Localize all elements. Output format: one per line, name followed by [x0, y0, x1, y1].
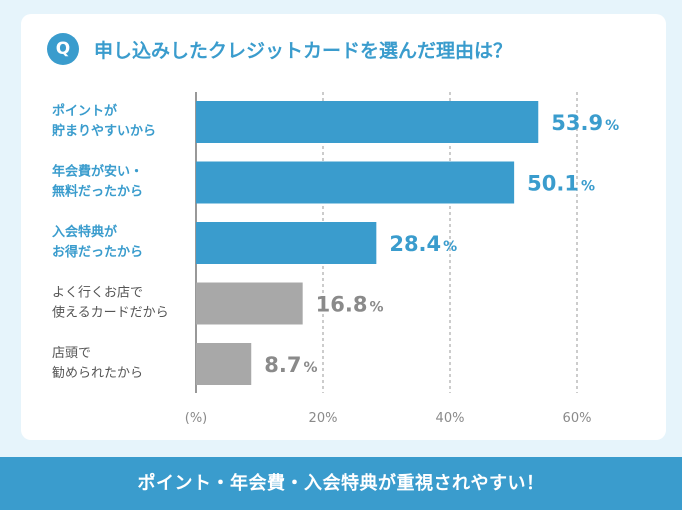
question-title: 申し込みしたクレジットカードを選んだ理由は？: [94, 40, 513, 62]
category-label: 店頭で勧められたから: [52, 346, 143, 381]
bar-chart: 20% 40% 60% (%) ポイントが貯まりやすいから 53.9 % 年会費が安い・無料だ…: [52, 92, 619, 426]
data-label: 8.7%: [264, 353, 317, 377]
x-tick-label: 40%: [436, 411, 465, 426]
bar: [196, 222, 377, 264]
category-label: よく行くお店で使えるカードだから: [52, 286, 169, 321]
category-label: ポイントが貯まりやすいから: [52, 103, 156, 139]
category-label: 入会特典がお得だったから: [52, 224, 143, 260]
x-tick-label: 60%: [563, 411, 592, 426]
summary-banner: ポイント・年会費・入会特典が重視されやすい！: [0, 457, 682, 510]
bar: [196, 161, 515, 204]
bar: [196, 282, 303, 325]
question-badge: Q: [47, 33, 79, 65]
bar: [196, 343, 252, 385]
category-label: 年会費が安い・無料だったから: [52, 164, 143, 200]
data-label: 53.9%: [551, 111, 619, 135]
data-label: 16.8%: [316, 293, 384, 317]
x-unit-label: (%): [185, 411, 208, 426]
x-tick-label: 20%: [309, 411, 338, 426]
data-label: 28.4%: [389, 232, 457, 256]
data-label: 50.1%: [527, 172, 595, 196]
bar: [196, 101, 539, 143]
